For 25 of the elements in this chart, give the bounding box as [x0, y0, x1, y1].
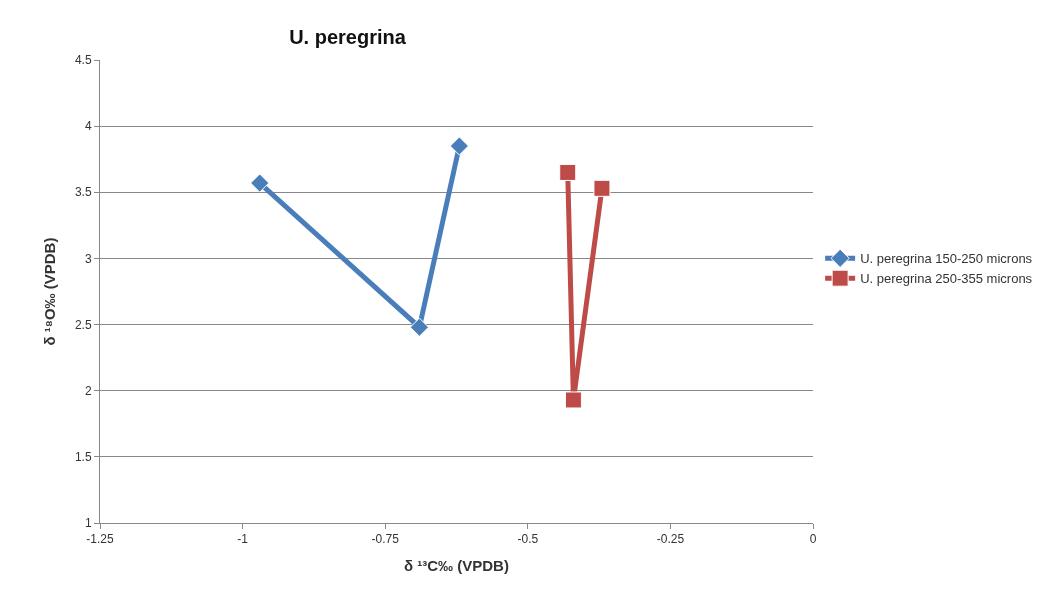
- x-tick-label: -1.25: [86, 532, 114, 547]
- x-tick-label: -0.5: [517, 532, 539, 547]
- y-tick-label: 2: [84, 383, 92, 398]
- y-tick-label: 2.5: [74, 317, 92, 332]
- legend-label: U. peregrina 250-355 microns: [860, 271, 1033, 287]
- x-axis-title: δ ¹³C‰ (VPDB): [404, 557, 509, 575]
- point: [449, 136, 469, 156]
- x-tick-label: -0.75: [371, 532, 400, 547]
- y-tick-label: 3.5: [74, 185, 92, 200]
- y-tick-label: 1: [84, 516, 92, 531]
- point: [564, 391, 582, 409]
- y-tick-label: 4: [84, 119, 92, 134]
- legend-label: U. peregrina 150-250 microns: [860, 251, 1033, 267]
- y-axis-title: δ ¹⁸O‰ (VPDB): [41, 237, 59, 346]
- chart-title: U. peregrina: [289, 26, 407, 49]
- y-tick-label: 3: [84, 251, 92, 266]
- point: [593, 179, 611, 197]
- point: [250, 173, 270, 193]
- point: [559, 163, 577, 181]
- x-tick-label: 0: [809, 532, 817, 547]
- x-tick-label: -1: [237, 532, 249, 547]
- x-tick-label: -0.25: [656, 532, 685, 547]
- y-tick-label: 4.5: [74, 53, 92, 68]
- y-tick-label: 1.5: [74, 450, 92, 465]
- point: [409, 317, 430, 337]
